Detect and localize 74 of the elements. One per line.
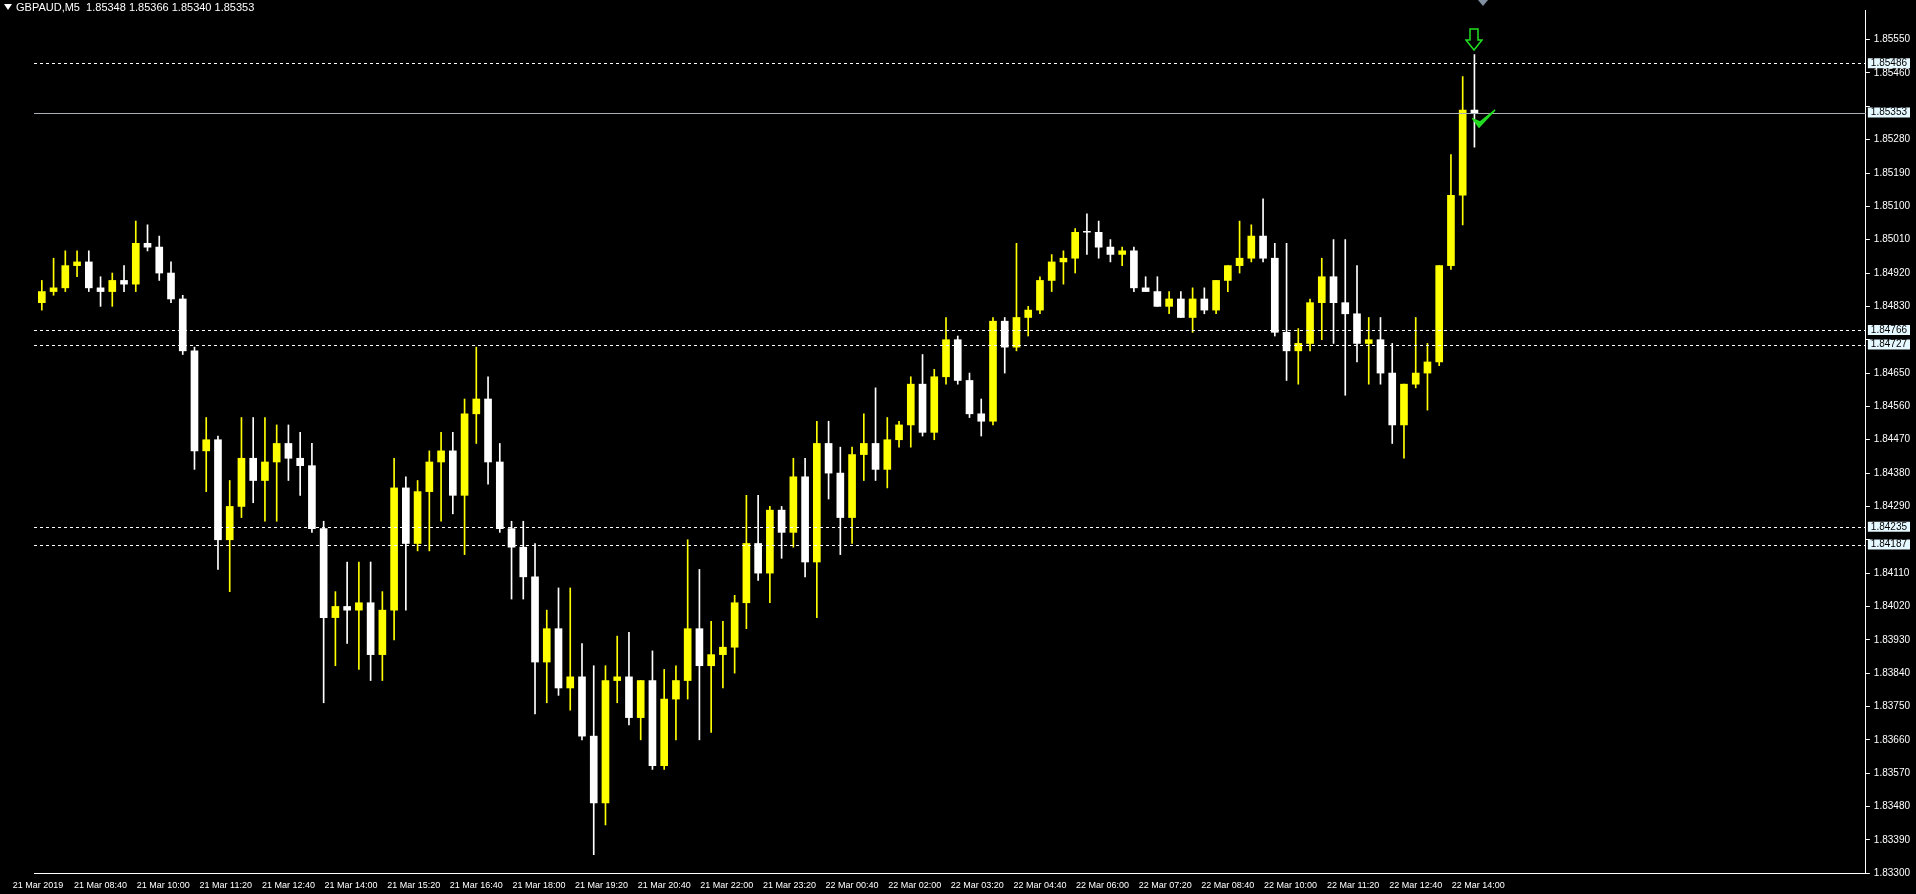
candlestick bbox=[1364, 317, 1373, 385]
candlestick bbox=[437, 432, 445, 522]
y-tick-label: 1.85460 bbox=[1873, 66, 1911, 78]
y-tick-label: 1.85190 bbox=[1873, 166, 1911, 178]
y-tick-label: 1.84290 bbox=[1873, 500, 1911, 512]
chart-title: GBPAUD,M5 1.85348 1.85366 1.85340 1.85353 bbox=[16, 1, 255, 13]
x-tick-label: 21 Mar 20:40 bbox=[637, 880, 691, 891]
x-tick-label: 21 Mar 08:40 bbox=[74, 880, 128, 891]
y-tick-label: 1.83750 bbox=[1873, 700, 1911, 712]
candlestick bbox=[707, 620, 715, 733]
x-tick-label: 21 Mar 14:00 bbox=[324, 880, 378, 891]
y-tick-label: 1.84110 bbox=[1873, 566, 1910, 578]
candlestick bbox=[672, 665, 680, 741]
ref-line-label: 1.84187 bbox=[1870, 538, 1908, 550]
y-tick-label: 1.85550 bbox=[1873, 33, 1911, 45]
x-tick-label: 22 Mar 14:00 bbox=[1451, 880, 1505, 891]
ref-line-label: 1.85486 bbox=[1870, 57, 1908, 69]
x-tick-label: 21 Mar 22:00 bbox=[700, 880, 754, 891]
x-tick-label: 21 Mar 19:20 bbox=[575, 880, 629, 891]
candlestick bbox=[73, 250, 81, 278]
ref-line-label: 1.85353 bbox=[1870, 106, 1908, 118]
y-tick-label: 1.84020 bbox=[1873, 600, 1911, 612]
y-tick-label: 1.84380 bbox=[1873, 466, 1911, 478]
y-tick-label: 1.83660 bbox=[1873, 733, 1911, 745]
ref-line-label: 1.84235 bbox=[1870, 520, 1908, 532]
x-tick-label: 21 Mar 23:20 bbox=[762, 880, 816, 891]
candlestick bbox=[120, 265, 128, 292]
x-tick-label: 21 Mar 2019 bbox=[12, 880, 64, 891]
x-tick-label: 21 Mar 15:20 bbox=[387, 880, 441, 891]
y-tick-label: 1.84830 bbox=[1873, 300, 1911, 312]
y-tick-label: 1.85010 bbox=[1873, 233, 1911, 245]
x-tick-label: 22 Mar 10:00 bbox=[1263, 880, 1317, 891]
x-tick-label: 21 Mar 16:40 bbox=[449, 880, 503, 891]
y-tick-label: 1.84470 bbox=[1873, 433, 1911, 445]
y-tick-label: 1.84560 bbox=[1873, 400, 1911, 412]
x-tick-label: 21 Mar 10:00 bbox=[136, 880, 190, 891]
x-tick-label: 22 Mar 06:00 bbox=[1076, 880, 1130, 891]
candlestick bbox=[613, 635, 622, 704]
y-tick-label: 1.83300 bbox=[1873, 866, 1911, 878]
candlestick bbox=[1294, 328, 1303, 385]
x-tick-label: 22 Mar 03:20 bbox=[950, 880, 1004, 891]
candlestick bbox=[202, 417, 211, 492]
y-tick-label: 1.83930 bbox=[1873, 633, 1911, 645]
ref-line-label: 1.84727 bbox=[1870, 338, 1908, 350]
candlestick bbox=[261, 417, 269, 522]
x-tick-label: 21 Mar 11:20 bbox=[199, 880, 252, 891]
x-tick-label: 22 Mar 08:40 bbox=[1201, 880, 1255, 891]
y-tick-label: 1.83480 bbox=[1873, 800, 1911, 812]
x-tick-label: 22 Mar 00:40 bbox=[825, 880, 879, 891]
x-tick-label: 21 Mar 18:00 bbox=[512, 880, 566, 891]
candlestick bbox=[343, 561, 351, 644]
x-tick-label: 21 Mar 12:40 bbox=[261, 880, 315, 891]
y-tick-label: 1.83390 bbox=[1873, 833, 1911, 845]
candlestick bbox=[1411, 317, 1420, 389]
candlestick bbox=[566, 587, 575, 711]
candlestick bbox=[859, 413, 868, 481]
y-tick-label: 1.83840 bbox=[1873, 666, 1911, 678]
y-tick-label: 1.84650 bbox=[1873, 366, 1911, 378]
candlestick bbox=[355, 561, 363, 670]
y-tick-label: 1.84920 bbox=[1873, 266, 1911, 278]
ref-line-label: 1.84766 bbox=[1870, 323, 1908, 335]
candlestick bbox=[719, 620, 727, 689]
x-tick-label: 22 Mar 02:00 bbox=[888, 880, 942, 891]
candlestick bbox=[272, 424, 281, 522]
x-tick-label: 22 Mar 11:20 bbox=[1326, 880, 1380, 891]
y-tick-label: 1.83570 bbox=[1873, 766, 1911, 778]
x-tick-label: 22 Mar 12:40 bbox=[1389, 880, 1443, 891]
candlestick bbox=[1083, 213, 1091, 255]
x-tick-label: 22 Mar 04:40 bbox=[1013, 880, 1067, 891]
candlestick bbox=[296, 432, 304, 496]
y-tick-label: 1.85280 bbox=[1873, 133, 1911, 145]
x-tick-label: 22 Mar 07:20 bbox=[1138, 880, 1192, 891]
candlestick bbox=[472, 346, 481, 444]
y-tick-label: 1.85100 bbox=[1873, 200, 1911, 212]
